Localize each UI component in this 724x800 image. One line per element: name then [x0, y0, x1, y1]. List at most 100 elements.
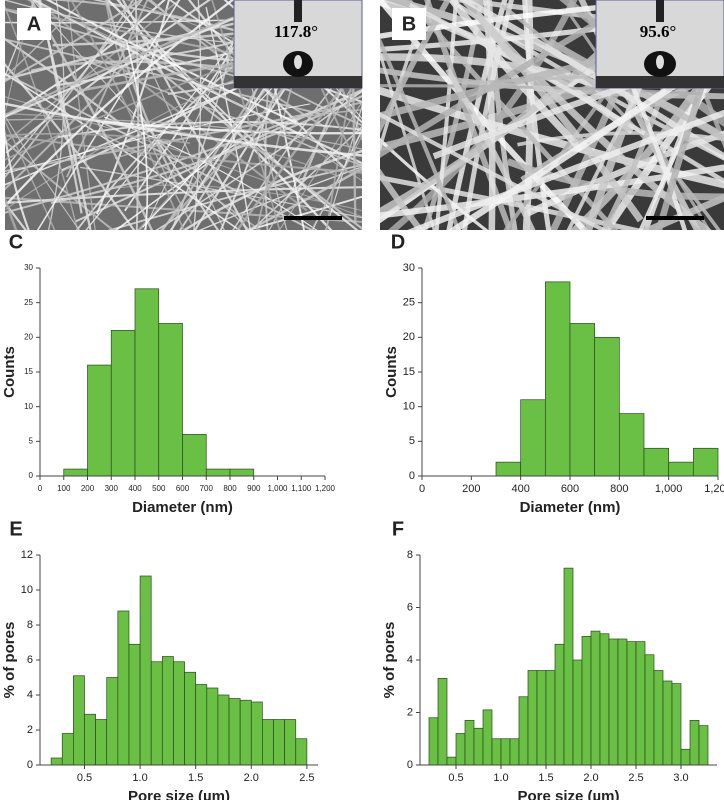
bar [668, 461, 694, 477]
fibre [5, 32, 362, 186]
y-tick-label: 5 [409, 435, 415, 447]
fibre [170, 0, 244, 230]
bar [295, 738, 308, 766]
x-axis-title: Pore size (µm) [128, 788, 230, 800]
y-tick-label: 12 [21, 549, 33, 561]
y-tick-label: 30 [403, 262, 415, 274]
fibre [65, 0, 149, 178]
fibre [235, 57, 362, 230]
bar [262, 719, 274, 766]
bar [150, 661, 163, 766]
x-tick-label: 0.5 [448, 772, 463, 784]
x-axis-title: Diameter (nm) [520, 499, 621, 516]
bar [73, 675, 85, 766]
bar [239, 699, 252, 766]
bar [206, 687, 219, 766]
bar [520, 399, 546, 477]
fibre [5, 0, 285, 117]
fibre [246, 167, 362, 230]
fibre [5, 5, 79, 230]
fibre [134, 0, 140, 230]
x-tick-label: 2.5 [299, 772, 314, 784]
bar [635, 641, 646, 766]
y-tick-label: 10 [21, 584, 33, 596]
bar [518, 696, 529, 766]
x-tick-label: 1.5 [538, 772, 553, 784]
bar [229, 468, 255, 477]
y-tick-label: 0 [409, 470, 415, 482]
bar [644, 654, 655, 766]
bar [250, 701, 263, 766]
fibre [476, 15, 644, 223]
fibre [115, 109, 362, 160]
fibre [5, 119, 56, 230]
fibre [116, 0, 359, 230]
bar [608, 638, 619, 766]
x-tick-label: 200 [81, 484, 95, 493]
x-tick-label: 1,000 [655, 483, 683, 495]
y-tick-label: 10 [24, 402, 33, 411]
bar [184, 671, 197, 766]
bar [590, 630, 601, 766]
x-tick-label: 1,200 [704, 483, 724, 495]
bar [117, 610, 130, 766]
fibre [36, 0, 181, 230]
bar [134, 288, 160, 477]
bar [692, 447, 719, 477]
bar [63, 468, 88, 477]
bar [84, 713, 96, 766]
bar [536, 670, 547, 766]
bar [626, 641, 637, 766]
x-tick-label: 200 [462, 483, 480, 495]
bar [455, 733, 466, 766]
fibre [193, 0, 202, 230]
y-tick-label: 8 [27, 619, 33, 631]
fibre [253, 0, 305, 230]
bar [671, 683, 682, 766]
fibre [5, 140, 115, 230]
bar [617, 638, 628, 766]
fibre [325, 24, 362, 230]
bar [139, 575, 152, 766]
x-tick-label: 1,200 [315, 484, 336, 493]
fibre [5, 63, 136, 230]
fibre [310, 134, 362, 230]
fibre [424, 0, 513, 230]
y-tick-label: 4 [27, 689, 33, 701]
inset-stage [596, 76, 724, 88]
x-tick-label: 1.0 [132, 772, 147, 784]
x-tick-label: 300 [105, 484, 119, 493]
fibre [408, 2, 724, 184]
bar [581, 636, 592, 766]
x-tick-label: 2.0 [583, 772, 598, 784]
fibre [380, 36, 461, 230]
bar [205, 468, 231, 477]
fibre [106, 28, 362, 230]
y-tick-label: 2 [407, 706, 413, 718]
fibre [5, 102, 362, 157]
fibre [5, 0, 166, 118]
x-tick-label: 700 [200, 484, 214, 493]
bar [173, 661, 185, 766]
fibre [75, 56, 362, 167]
fibre [5, 40, 147, 191]
bar [437, 678, 448, 766]
y-tick-label: 6 [407, 601, 413, 613]
y-tick-label: 15 [403, 366, 415, 378]
fibre [32, 0, 251, 230]
fibre [106, 0, 333, 230]
y-tick-label: 20 [24, 332, 33, 341]
fibre [405, 0, 619, 230]
fibre [5, 0, 235, 208]
bar [618, 413, 645, 477]
fibre [5, 113, 339, 177]
x-axis-title: Pore size (µm) [517, 788, 619, 800]
x-tick-label: 0 [38, 484, 43, 493]
bar [509, 738, 520, 766]
fibre [139, 113, 220, 230]
y-tick-label: 0 [29, 471, 34, 480]
x-tick-label: 1,100 [291, 484, 312, 493]
fibre [5, 132, 191, 145]
panel-label: F [392, 518, 404, 540]
